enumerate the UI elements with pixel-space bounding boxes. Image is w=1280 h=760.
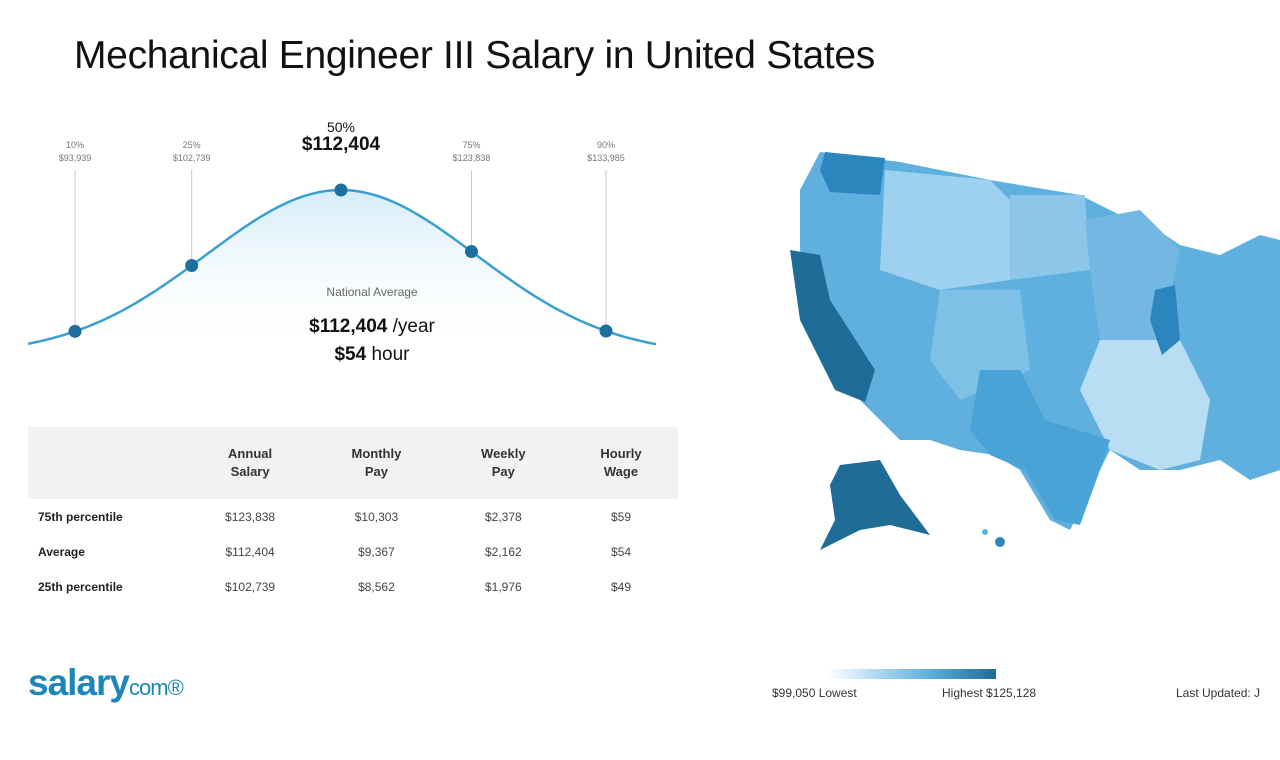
map-legend-high: Highest $125,128 [942,686,1037,700]
page-title: Mechanical Engineer III Salary in United… [74,34,875,77]
percentile-value: $102,739 [172,153,211,163]
percentile-point-75% [464,245,478,259]
table-cell: $2,378 [484,509,522,524]
percentile-name: 25% [182,140,201,150]
table-body: 75th percentile $123,838 $10,303 $2,378 $59 A… [28,499,678,604]
percentile-value: $93,939 [58,153,92,163]
table-cell: $54 [610,544,631,559]
column-header: Weekly Pay [442,427,564,499]
us-map-state-illinois [1150,285,1180,355]
us-map-region-plains [1010,195,1090,280]
map-legend-low: $99,050 Lowest [772,686,857,700]
table-cell: $59 [610,509,631,524]
last-updated: Last Updated: J [1176,686,1261,700]
us-map-region-southeast [1080,340,1210,470]
percentile-label: 10% $93,939 [59,139,92,165]
us-map-state-california [790,250,875,402]
percentile-label: 90% $133,985 [587,139,625,165]
column-header: Hourly Wage [563,427,678,499]
table-row: Average $112,404 $9,367 $2,162 $54 [28,534,678,569]
table-cell: $10,303 [354,509,399,524]
table-header-row: Annual Salary Monthly Pay Weekly Pay Hourly Wag… [28,427,678,499]
column-header: Annual Salary [190,427,311,499]
table-cell: $1,976 [484,579,522,594]
distribution-area [28,190,656,355]
column-header [28,427,190,499]
us-map-state-washington [820,152,885,195]
percentile-point-90% [599,324,613,338]
percentile-point-25% [185,258,199,272]
us-salary-map [780,140,1280,560]
us-map-state-hawaii [995,537,1005,547]
table-cell: $9,367 [358,544,395,559]
us-map-region-mountain [880,170,1010,290]
percentile-name: 75% [462,140,481,150]
percentile-point-50% [334,183,348,197]
percentile-label: 75% $123,838 [453,139,491,165]
hourly-wage: $54 hour [334,344,410,365]
us-map-state-hawaii-island [982,529,988,535]
row-label: 25th percentile [38,579,123,594]
table-cell: $112,404 [225,544,275,559]
percentile-name: 10% [65,140,85,150]
table-row: 75th percentile $123,838 $10,303 $2,378 $59 [28,499,678,534]
us-map-svg [790,152,1280,550]
table-cell: $102,739 [225,579,276,594]
salary-com-logo: salarycom® [28,662,184,703]
percentile-value: $133,985 [587,153,625,163]
us-map-state-alaska [820,460,930,550]
percentile-value: $123,838 [452,153,491,163]
national-average: National Average $112,404 /year $54 hour [282,285,462,366]
table-cell: $8,562 [358,579,395,594]
percentile-label: 50% $112,404 [302,118,380,154]
table-cell: $2,162 [484,544,522,559]
us-map-state-texas [970,370,1110,525]
table-cell: $123,838 [225,509,276,524]
salary-table: Annual Salary Monthly Pay Weekly Pay Hourly Wag… [28,427,678,604]
yearly-salary: $112,404 /year [309,316,435,337]
map-legend-gradient [828,669,996,679]
percentile-name: 90% [596,140,616,150]
national-average-caption: National Average [326,285,418,299]
table-row: 25th percentile $102,739 $8,562 $1,976 $49 [28,569,678,604]
percentile-point-10% [68,324,82,338]
table-cell: $49 [610,579,631,594]
percentile-name: 50% [326,119,356,135]
row-label: 75th percentile [38,509,123,524]
salary-distribution-chart: 10% $93,939 25% $102,739 50% $112,404 75% $123,… [20,110,670,400]
column-header: Monthly Pay [310,427,443,499]
percentile-label: 25% $102,739 [173,139,211,165]
percentile-value: $112,404 [301,134,381,155]
distribution-curve-svg [27,170,657,355]
row-label: Average [38,544,85,559]
